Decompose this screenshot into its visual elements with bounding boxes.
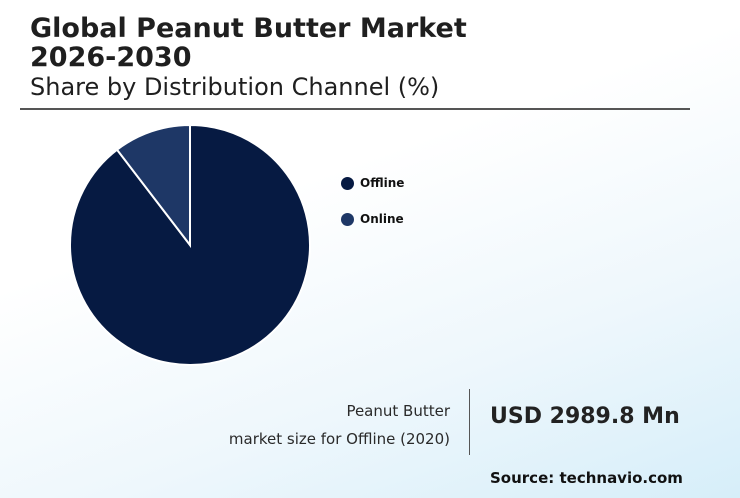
market-size-value: USD 2989.8 Mn (490, 404, 680, 429)
source-credit: Source: technavio.com (490, 469, 683, 487)
legend-label-offline: Offline (360, 176, 405, 190)
pie-chart (69, 123, 311, 366)
market-size-label-line-2: market size for Offline (2020) (228, 430, 450, 448)
title-line-1: Global Peanut Butter Market (30, 13, 467, 44)
pie-slice-online (115, 123, 191, 248)
title-line-2: 2026-2030 (30, 42, 192, 73)
chart-subtitle: Share by Distribution Channel (%) (30, 73, 440, 101)
legend: Offline Online (341, 175, 404, 247)
chart-header: Global Peanut Butter Market 2026-2030 Sh… (30, 14, 467, 102)
chart-title: Global Peanut Butter Market 2026-2030 (30, 14, 467, 72)
legend-swatch-offline (341, 176, 354, 190)
legend-item-offline: Offline (341, 175, 404, 191)
legend-label-online: Online (360, 212, 404, 226)
market-size-label-line-1: Peanut Butter (346, 402, 450, 420)
market-size-label: Peanut Butter market size for Offline (2… (229, 397, 450, 453)
legend-swatch-online (341, 212, 354, 226)
header-divider (20, 108, 690, 110)
legend-item-online: Online (341, 211, 404, 227)
market-size-divider (469, 389, 470, 455)
